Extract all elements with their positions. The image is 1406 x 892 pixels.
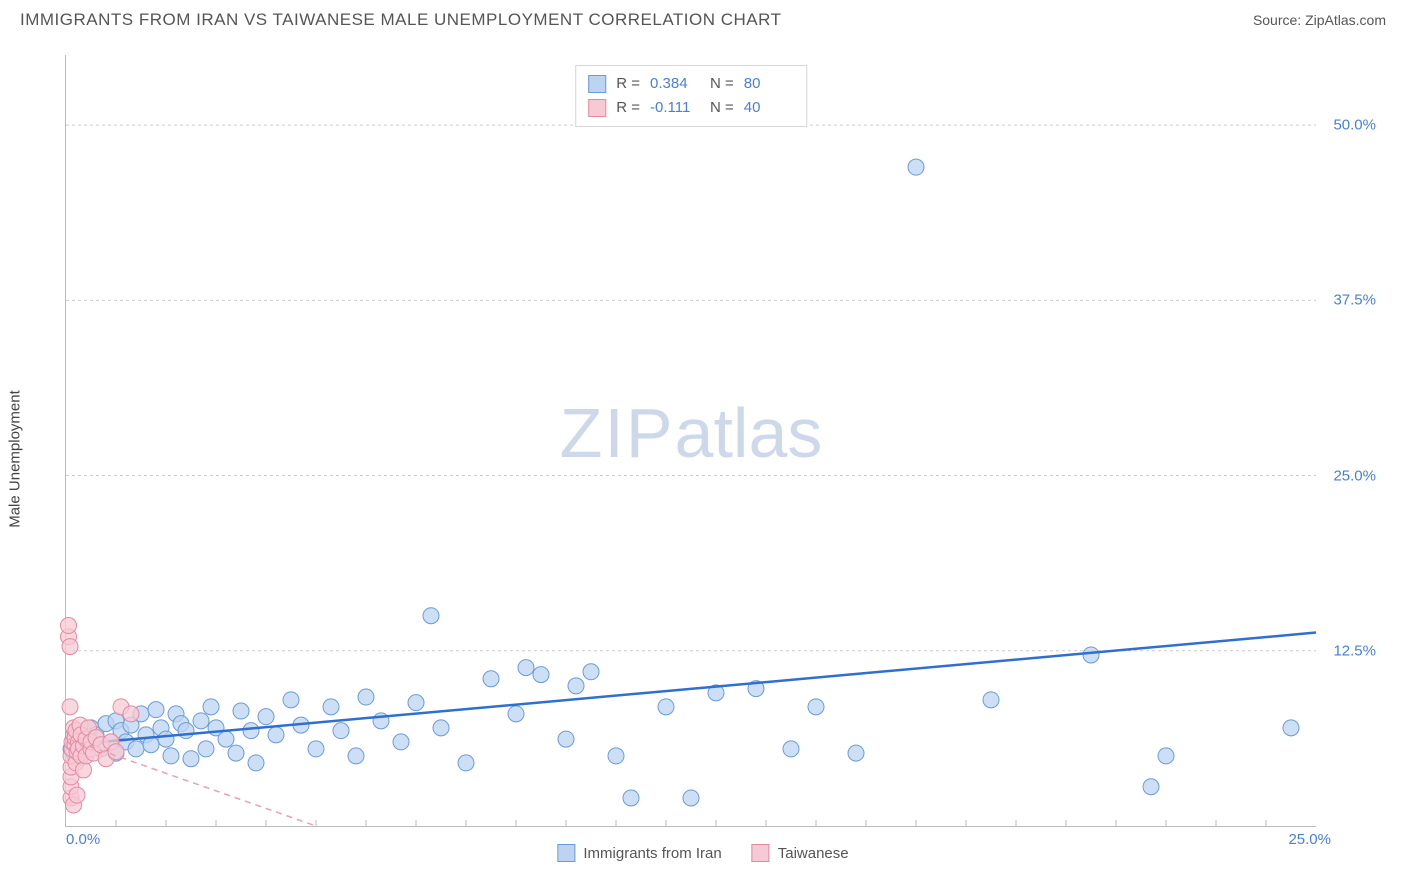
scatter-point (1158, 748, 1174, 764)
r-label: R = (616, 96, 640, 120)
legend-swatch (557, 844, 575, 862)
plot-svg (66, 55, 1316, 826)
scatter-point (178, 723, 194, 739)
y-tick-label: 12.5% (1333, 642, 1376, 659)
scatter-point (258, 709, 274, 725)
scatter-point (608, 748, 624, 764)
scatter-point (76, 762, 92, 778)
scatter-point (983, 692, 999, 708)
r-value: -0.111 (650, 96, 700, 120)
chart-title: IMMIGRANTS FROM IRAN VS TAIWANESE MALE U… (20, 10, 782, 30)
header: IMMIGRANTS FROM IRAN VS TAIWANESE MALE U… (0, 0, 1406, 35)
scatter-point (458, 755, 474, 771)
chart-container: Male Unemployment ZIPatlas R =0.384N =80… (20, 45, 1386, 872)
legend-item: Immigrants from Iran (557, 844, 721, 862)
legend-label: Immigrants from Iran (583, 845, 721, 862)
scatter-point (163, 748, 179, 764)
legend-swatch (752, 844, 770, 862)
legend-item: Taiwanese (752, 844, 849, 862)
scatter-point (268, 727, 284, 743)
legend-swatch (588, 99, 606, 117)
scatter-point (193, 713, 209, 729)
scatter-point (148, 702, 164, 718)
scatter-point (518, 660, 534, 676)
scatter-point (203, 699, 219, 715)
scatter-point (683, 790, 699, 806)
scatter-point (233, 703, 249, 719)
scatter-point (533, 667, 549, 683)
r-label: R = (616, 72, 640, 96)
r-value: 0.384 (650, 72, 700, 96)
n-label: N = (710, 96, 734, 120)
scatter-point (848, 745, 864, 761)
scatter-point (508, 706, 524, 722)
scatter-point (393, 734, 409, 750)
legend-label: Taiwanese (778, 845, 849, 862)
scatter-point (623, 790, 639, 806)
stats-row: R = -0.111 N = 40 (588, 96, 794, 120)
scatter-point (248, 755, 264, 771)
scatter-point (62, 699, 78, 715)
y-tick-label: 37.5% (1333, 292, 1376, 309)
scatter-point (908, 159, 924, 175)
scatter-point (658, 699, 674, 715)
scatter-point (1143, 779, 1159, 795)
scatter-point (183, 751, 199, 767)
scatter-point (583, 664, 599, 680)
legend-swatch (588, 75, 606, 93)
n-value: 40 (744, 96, 794, 120)
scatter-point (198, 741, 214, 757)
scatter-point (218, 731, 234, 747)
scatter-point (1283, 720, 1299, 736)
scatter-point (62, 639, 78, 655)
scatter-point (158, 731, 174, 747)
scatter-point (228, 745, 244, 761)
y-tick-label: 25.0% (1333, 467, 1376, 484)
scatter-point (243, 723, 259, 739)
scatter-point (358, 689, 374, 705)
scatter-point (483, 671, 499, 687)
stats-legend-box: R = 0.384 N = 80 R = -0.111 N = 40 (575, 65, 807, 127)
plot-area: ZIPatlas R =0.384N =80R =-0.111N =40 0.0… (65, 55, 1316, 827)
scatter-point (333, 723, 349, 739)
y-tick-label: 50.0% (1333, 117, 1376, 134)
scatter-point (308, 741, 324, 757)
scatter-point (433, 720, 449, 736)
scatter-point (123, 706, 139, 722)
scatter-point (348, 748, 364, 764)
n-label: N = (710, 72, 734, 96)
y-axis-label: Male Unemployment (7, 390, 24, 528)
bottom-legend: Immigrants from Iran Taiwanese (557, 844, 848, 862)
scatter-point (61, 618, 77, 634)
scatter-point (558, 731, 574, 747)
scatter-point (423, 608, 439, 624)
scatter-point (783, 741, 799, 757)
trend-line (71, 633, 1316, 745)
scatter-point (408, 695, 424, 711)
scatter-point (1083, 647, 1099, 663)
source-label: Source: ZipAtlas.com (1253, 12, 1386, 28)
scatter-point (808, 699, 824, 715)
scatter-point (128, 741, 144, 757)
scatter-point (568, 678, 584, 694)
scatter-point (283, 692, 299, 708)
n-value: 80 (744, 72, 794, 96)
stats-row: R = 0.384 N = 80 (588, 72, 794, 96)
x-max-label: 25.0% (1288, 831, 1331, 848)
x-origin-label: 0.0% (66, 831, 100, 848)
scatter-point (69, 787, 85, 803)
scatter-point (323, 699, 339, 715)
